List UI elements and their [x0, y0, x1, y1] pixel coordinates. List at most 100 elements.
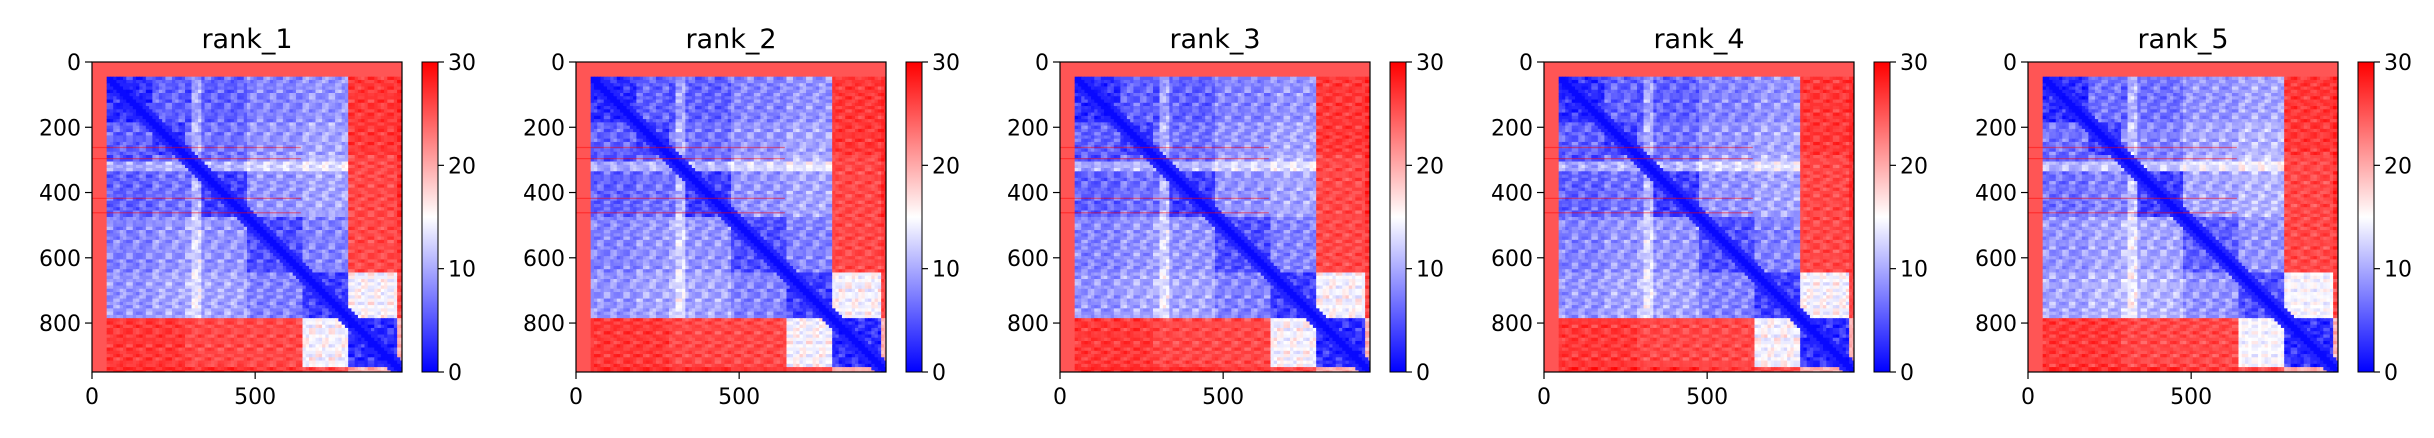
heatmap-cell [243, 93, 248, 97]
heatmap-cell [224, 181, 229, 185]
heatmap-cell [282, 187, 287, 192]
heatmap-cell [224, 230, 229, 234]
heatmap-cell [335, 207, 339, 212]
heatmap-cell [312, 132, 317, 137]
heatmap-cell [136, 141, 140, 146]
heatmap-cell [279, 168, 284, 172]
heatmap-cell [322, 145, 326, 150]
heatmap-cell [282, 220, 287, 225]
heatmap-cell [240, 171, 245, 176]
heatmap-cell [309, 115, 313, 120]
heatmap-cell [198, 217, 202, 221]
heatmap-cell [315, 132, 320, 137]
heatmap-cell [158, 246, 163, 251]
heatmap-cell [106, 203, 111, 208]
heatmap-cell [198, 207, 202, 212]
heatmap-cell [123, 106, 127, 110]
heatmap-cell [302, 96, 307, 101]
heatmap-cell [224, 155, 229, 159]
heatmap-cell [165, 145, 170, 150]
heatmap-cell [273, 161, 277, 166]
heatmap-cell [364, 76, 369, 81]
heatmap-cell [123, 197, 127, 202]
heatmap-cell [149, 158, 153, 163]
heatmap-cell [142, 115, 147, 120]
heatmap-cell [250, 174, 255, 179]
heatmap-cell [158, 125, 163, 130]
heatmap-cell [377, 203, 382, 208]
heatmap-cell [351, 151, 356, 156]
heatmap-cell [145, 239, 150, 244]
heatmap-cell [113, 187, 118, 192]
heatmap-cell [123, 93, 127, 97]
heatmap-cell [397, 226, 401, 231]
heatmap-cell [380, 145, 385, 150]
heatmap-cell [344, 106, 349, 110]
heatmap-cell [123, 249, 127, 254]
heatmap-cell [302, 161, 307, 166]
heatmap-cell [214, 106, 219, 110]
heatmap-cell [390, 213, 395, 218]
heatmap-cell [168, 109, 173, 114]
heatmap-cell [325, 187, 330, 192]
heatmap-cell [165, 99, 170, 104]
heatmap-cell [162, 243, 167, 247]
heatmap-cell [198, 155, 202, 159]
heatmap-cell [286, 89, 291, 94]
heatmap-cell [194, 76, 199, 81]
heatmap-cell [158, 233, 163, 238]
heatmap-cell [279, 239, 284, 244]
heatmap-cell [305, 190, 310, 195]
heatmap-cell [312, 112, 317, 117]
heatmap-cell [142, 89, 147, 94]
heatmap-cell [331, 138, 336, 143]
heatmap-cell [305, 230, 310, 234]
heatmap-cell [113, 174, 118, 179]
heatmap-cell [136, 135, 140, 140]
heatmap-cell [309, 187, 313, 192]
heatmap-cell [217, 141, 222, 146]
heatmap-cell [309, 89, 313, 94]
heatmap-cell [162, 230, 167, 234]
heatmap-cell [194, 145, 199, 150]
heatmap-cell [361, 151, 366, 156]
heatmap-cell [269, 119, 274, 123]
heatmap-cell [152, 194, 157, 199]
heatmap-cell [335, 187, 339, 192]
heatmap-cell [390, 200, 395, 205]
heatmap-cell [181, 213, 186, 218]
heatmap-cell [302, 233, 307, 238]
heatmap-cell [371, 128, 375, 133]
heatmap-cell [348, 164, 353, 169]
heatmap-cell [217, 210, 222, 215]
heatmap-cell [119, 138, 124, 143]
heatmap-cell [371, 230, 375, 234]
heatmap-cell [325, 148, 330, 153]
heatmap-cell [279, 148, 284, 153]
heatmap-cell [247, 207, 251, 212]
heatmap-cell [123, 217, 127, 221]
heatmap-cell [217, 194, 222, 199]
heatmap-cell [145, 109, 150, 114]
heatmap-cell [207, 239, 212, 244]
heatmap-cell [354, 223, 359, 228]
heatmap-cell [247, 141, 251, 146]
heatmap-cell [318, 194, 323, 199]
heatmap-cell [263, 128, 268, 133]
heatmap-cell [132, 187, 137, 192]
heatmap-cell [302, 223, 307, 228]
heatmap-cell [367, 220, 372, 225]
heatmap-cell [309, 138, 313, 143]
heatmap-cell [273, 220, 277, 225]
heatmap-cell [269, 148, 274, 153]
heatmap-cell [132, 217, 137, 221]
heatmap-cell [348, 187, 353, 192]
heatmap-cell [341, 217, 346, 221]
heatmap-cell [132, 96, 137, 101]
heatmap-cell [224, 138, 229, 143]
heatmap-cell [243, 184, 248, 189]
heatmap-cell [149, 197, 153, 202]
heatmap-cell [318, 197, 323, 202]
heatmap-cell [145, 174, 150, 179]
heatmap-cell [393, 171, 398, 176]
